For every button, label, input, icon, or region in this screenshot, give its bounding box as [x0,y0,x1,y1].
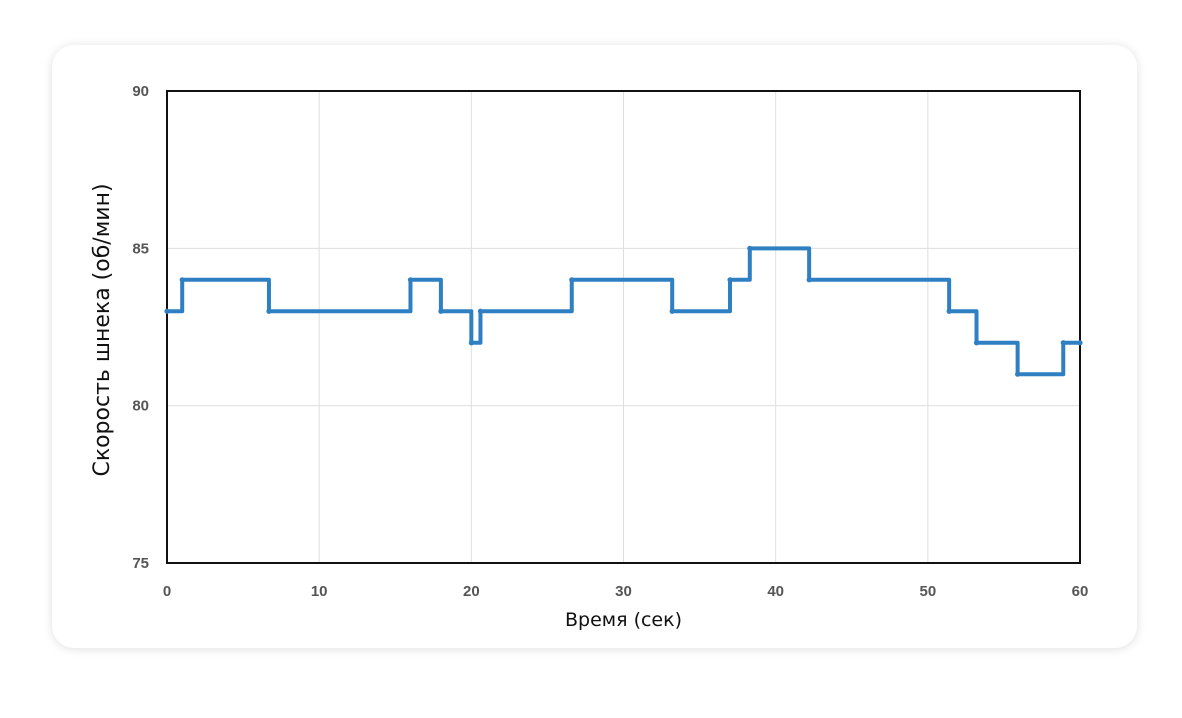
data-point [407,277,414,283]
data-point [747,245,753,251]
y-axis-title: Скорость шнека (об/мин) [90,183,115,476]
series-line-0 [165,246,1082,377]
series-group [164,245,1083,377]
data-point [179,277,185,283]
y-tick-labels: 75 80 85 90 [132,83,149,572]
x-tick-label: 60 [1072,583,1089,600]
y-tick-label: 80 [132,398,149,415]
data-point [569,277,575,283]
data-point [946,308,952,314]
x-tick-labels: 0 10 20 30 40 50 60 [163,583,1089,600]
plot-frame [166,90,1081,564]
x-tick-label: 0 [163,583,171,600]
data-point [266,308,272,314]
chart: 0 10 20 30 40 50 60 75 80 85 90 Время (сек) Скоро… [90,83,1089,631]
data-point [973,340,980,346]
data-point [727,277,733,283]
x-tick-label: 40 [767,583,784,600]
data-point [164,308,170,314]
chart-card: 0 10 20 30 40 50 60 75 80 85 90 Время (сек) Скоро… [52,45,1137,648]
x-tick-label: 50 [919,583,936,600]
x-tick-label: 10 [311,583,328,600]
y-tick-label: 90 [132,83,149,100]
data-point [1060,340,1066,346]
data-point [669,308,675,314]
data-point [477,308,484,314]
grid-lines [167,91,1080,563]
data-point [438,308,444,314]
data-point [1077,340,1083,346]
x-tick-label: 30 [615,583,632,600]
x-tick-label: 20 [463,583,480,600]
data-point [806,277,812,283]
data-point [1015,371,1021,377]
y-tick-label: 75 [132,555,149,572]
y-tick-label: 85 [132,240,149,257]
x-axis-title: Время (сек) [565,609,682,631]
data-point [468,340,474,346]
